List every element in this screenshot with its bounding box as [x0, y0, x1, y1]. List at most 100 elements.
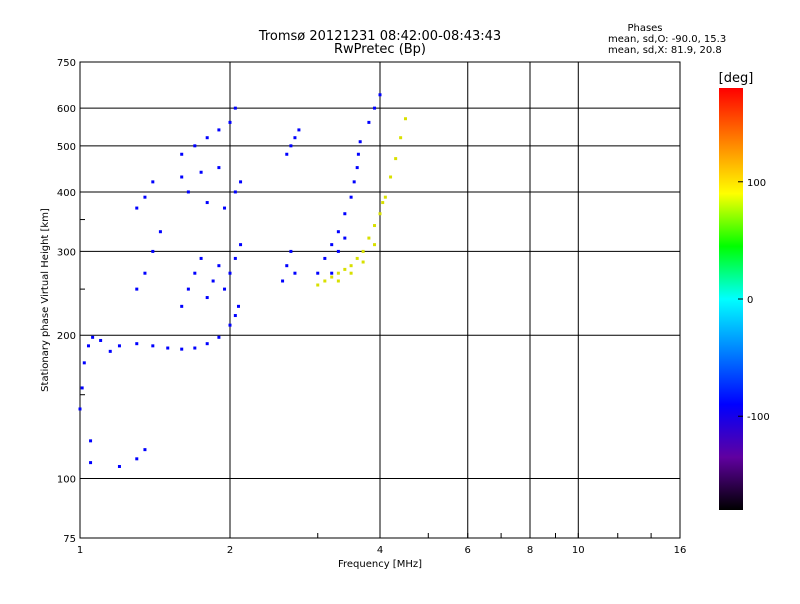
- stats-title: Phases: [627, 23, 662, 34]
- data-point: [89, 461, 93, 465]
- data-point: [193, 271, 197, 275]
- x-tick-label: 16: [674, 545, 687, 556]
- data-point: [349, 195, 353, 199]
- data-point: [293, 136, 297, 140]
- y-tick-label: 200: [57, 331, 76, 342]
- data-point: [316, 271, 320, 275]
- data-point: [355, 166, 359, 170]
- data-point: [330, 275, 334, 279]
- chart-title: Tromsø 20121231 08:42:00-08:43:43: [258, 29, 501, 44]
- data-point: [330, 271, 334, 275]
- data-point: [233, 314, 237, 318]
- data-point: [135, 206, 139, 210]
- y-tick-label: 100: [57, 475, 76, 486]
- colorbar-tick-label: 0: [747, 295, 753, 306]
- data-point: [151, 249, 155, 253]
- data-point: [343, 236, 347, 240]
- data-point: [378, 93, 382, 97]
- data-point: [151, 180, 155, 184]
- data-point: [180, 304, 184, 308]
- data-point: [205, 342, 209, 346]
- data-point: [228, 271, 232, 275]
- data-point: [358, 140, 362, 144]
- y-tick-label: 500: [57, 142, 76, 153]
- data-point: [378, 212, 382, 216]
- data-point: [403, 117, 407, 121]
- data-point: [373, 243, 377, 247]
- data-point: [285, 264, 289, 268]
- x-tick-label: 6: [465, 545, 471, 556]
- x-tick-label: 1: [77, 545, 83, 556]
- data-point: [180, 175, 184, 179]
- data-point: [223, 206, 227, 210]
- data-point: [117, 344, 121, 348]
- data-point: [143, 448, 147, 452]
- data-point: [199, 170, 203, 174]
- data-point: [158, 230, 162, 234]
- data-point: [293, 271, 297, 275]
- data-point: [217, 166, 221, 170]
- data-point: [381, 201, 385, 205]
- data-point: [361, 249, 365, 253]
- chart-subtitle: RwPretec (Bp): [334, 42, 426, 57]
- data-point: [356, 152, 360, 156]
- data-point: [166, 346, 170, 350]
- data-point: [117, 464, 121, 468]
- data-point: [361, 260, 365, 264]
- x-axis-label: Frequency [MHz]: [338, 559, 422, 570]
- colorbar-tick-label: 100: [747, 178, 766, 189]
- data-point: [233, 190, 237, 194]
- data-point: [330, 243, 334, 247]
- data-point: [217, 335, 221, 339]
- y-tick-label: 75: [63, 534, 76, 545]
- data-point: [336, 230, 340, 234]
- data-point: [80, 386, 84, 390]
- data-point: [78, 407, 82, 411]
- data-point: [236, 304, 240, 308]
- x-axis-ticks: 1 2 4 6 8 10 16: [77, 533, 687, 556]
- data-point: [343, 267, 347, 271]
- y-tick-label: 400: [57, 188, 76, 199]
- data-point: [239, 180, 243, 184]
- data-point: [289, 249, 293, 253]
- data-point: [89, 439, 93, 443]
- data-point: [186, 190, 190, 194]
- y-axis-ticks: 75 100 200 300 400 500 600 750: [57, 58, 85, 545]
- data-point: [281, 279, 285, 283]
- data-point: [367, 236, 371, 240]
- data-point: [228, 323, 232, 327]
- data-point: [193, 144, 197, 148]
- data-point: [99, 338, 103, 342]
- data-point: [323, 256, 327, 260]
- data-point: [199, 256, 203, 260]
- data-point: [297, 128, 301, 132]
- data-point: [205, 136, 209, 140]
- data-point: [86, 344, 90, 348]
- colorbar-tick-label: -100: [747, 412, 770, 423]
- grid-lines: [80, 62, 680, 538]
- data-point: [211, 279, 215, 283]
- data-point: [223, 287, 227, 291]
- data-point: [336, 271, 340, 275]
- data-point: [205, 296, 209, 300]
- data-point: [151, 344, 155, 348]
- x-tick-label: 4: [377, 545, 383, 556]
- data-point: [135, 342, 139, 346]
- y-tick-label: 600: [57, 104, 76, 115]
- data-point: [108, 349, 112, 353]
- data-point: [180, 347, 184, 351]
- data-point: [82, 361, 86, 365]
- data-point: [143, 271, 147, 275]
- x-tick-label: 8: [527, 545, 533, 556]
- colorbar-ticks: 100 0 -100: [738, 178, 770, 423]
- data-point: [239, 243, 243, 247]
- data-point: [343, 212, 347, 216]
- data-point: [186, 287, 190, 291]
- y-tick-label: 750: [57, 58, 76, 69]
- data-point: [389, 175, 393, 179]
- data-point: [355, 256, 359, 260]
- data-point: [135, 457, 139, 461]
- data-point: [373, 224, 377, 228]
- data-point: [135, 287, 139, 291]
- data-point: [233, 256, 237, 260]
